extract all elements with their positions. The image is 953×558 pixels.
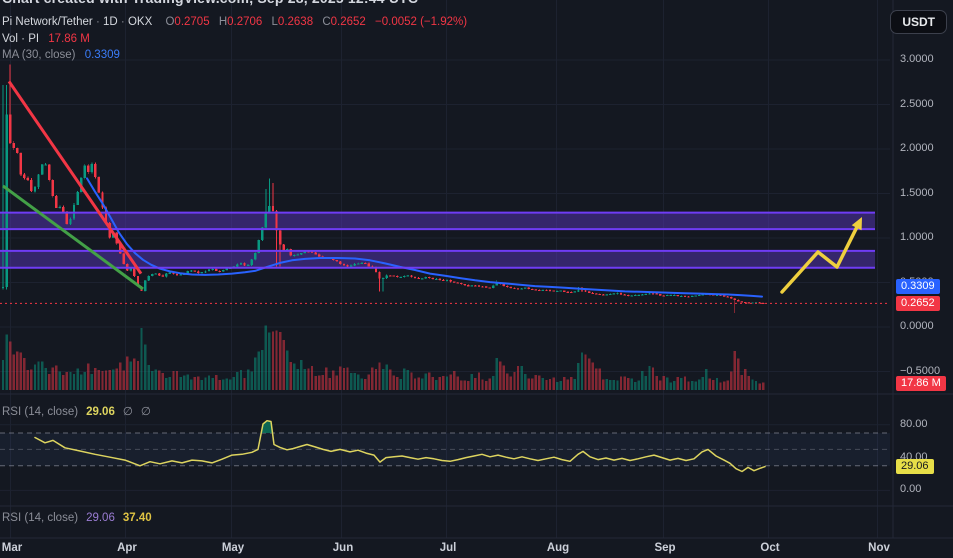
close-value: 0.2652 (330, 16, 366, 28)
time-axis-label: Apr (117, 542, 137, 554)
time-axis-label: Nov (868, 542, 890, 554)
rsi-pane-legend[interactable]: RSI (14, close) 29.06 ∅ ∅ (2, 406, 151, 418)
time-axis[interactable]: Mar Apr May Jun Jul Aug Sep Oct Nov (0, 538, 953, 558)
price-axis-tick: −0.5000 (900, 364, 941, 377)
currency-toggle-button[interactable]: USDT (890, 10, 947, 34)
open-label: O (165, 16, 175, 28)
price-axis[interactable]: 3.00002.50002.00001.50001.00000.50000.00… (893, 0, 953, 538)
volume-value: 17.86 M (48, 32, 90, 45)
symbol-row[interactable]: Pi Network/Tether · 1D · OKX O0.2705 H0.… (2, 16, 468, 28)
time-axis-label: Sep (654, 542, 676, 554)
symbol-title[interactable]: Pi Network/Tether (2, 16, 93, 28)
last-price-label: 0.2652 (896, 296, 940, 311)
price-axis-tick: 3.0000 (900, 53, 934, 65)
legend: Pi Network/Tether · 1D · OKX O0.2705 H0.… (2, 14, 467, 64)
low-label: L (271, 16, 278, 28)
exchange-label[interactable]: OKX (127, 16, 153, 28)
time-axis-label: May (221, 542, 245, 554)
time-axis-label: Jun (332, 542, 354, 554)
ma-price-label: 0.3309 (896, 279, 940, 294)
price-axis-tick: 0.0000 (900, 320, 934, 332)
time-axis-label: Jul (439, 542, 457, 554)
volume-row[interactable]: Vol · PI 17.86 M (2, 32, 90, 45)
price-axis-tick: 2.0000 (900, 142, 934, 154)
time-axis-label: Oct (760, 542, 780, 554)
price-axis-tick: 1.5000 (900, 186, 934, 199)
rsi2-ma-value: 37.40 (122, 512, 152, 524)
rsi-axis-tick: 80.00 (900, 417, 928, 430)
ma-value: 0.3309 (84, 49, 120, 61)
rsi2-pane-legend[interactable]: RSI (14, close) 29.06 37.40 (2, 512, 152, 524)
open-value: 0.2705 (174, 16, 210, 28)
close-label: C (322, 16, 331, 28)
price-axis-tick: 2.5000 (900, 97, 934, 110)
ma-row[interactable]: MA (30, close) 0.3309 (2, 49, 120, 61)
empty-set-icon: ∅ (122, 406, 133, 418)
rsi2-value: 29.06 (86, 512, 115, 524)
high-value: 0.2706 (227, 16, 263, 28)
time-axis-label: Mar (1, 542, 23, 554)
high-label: H (218, 16, 228, 28)
rsi-axis-tick: 0.00 (900, 483, 922, 496)
volume-value-label: 17.86 M (896, 376, 946, 391)
rsi-value: 29.06 (86, 406, 115, 418)
empty-set-icon: ∅ (140, 406, 151, 418)
watermark-text: Chart created with TradingView.com, Sep … (2, 0, 418, 6)
price-axis-tick: 1.0000 (900, 231, 934, 243)
time-axis-label: Aug (546, 542, 570, 554)
change-value: −0.0052 (−1.92%) (375, 16, 468, 28)
low-value: 0.2638 (277, 16, 314, 28)
interval-label[interactable]: 1D (103, 16, 118, 28)
rsi-value-label: 29.06 (896, 459, 934, 474)
